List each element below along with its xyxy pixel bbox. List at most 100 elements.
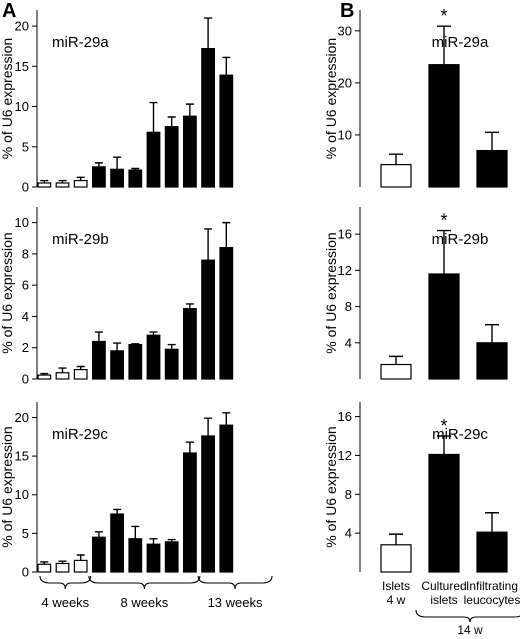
panel-a-mir-29a-error-bar: [76, 176, 85, 181]
panel-a-group-bracket: [39, 575, 92, 590]
panel-a-mir-29c-error-bar: [185, 441, 194, 453]
panel-a-mir-29b-y-tick-label: 4: [22, 309, 29, 324]
panel-a-mir-29a-error-bar: [94, 162, 103, 167]
panel-b-mir-29c-bar: [428, 453, 460, 573]
panel-b-mir-29c-error-bar: [389, 533, 403, 545]
panel-a-mir-29a-y-axis-label: % of U6 expression: [0, 38, 15, 159]
panel-b-mir-29b-error-bar: [437, 229, 451, 274]
panel-b-mir-29b-y-tick-label: 12: [338, 263, 352, 278]
panel-a-mir-29a-error-bar: [131, 167, 140, 171]
panel-b-mir-29c-significance-star: *: [440, 416, 447, 436]
panel-a-mir-29a-chart: 0 5 10 15 20% of U6 expression miR-29a: [0, 10, 234, 195]
panel-a-letter: A: [2, 0, 16, 22]
panel-a-mir-29a-y-tick-label: 20: [15, 19, 29, 34]
panel-b-mir-29c-error-bar: [485, 512, 499, 533]
panel-b-category-label: Cultured: [421, 579, 466, 593]
panel-b-bracket-label: 14 w: [457, 623, 483, 637]
panel-a-mir-29c-bar: [164, 541, 179, 573]
panel-b-mir-29b-significance-star: *: [440, 211, 447, 231]
panel-a-mir-29c-error-bar: [167, 538, 176, 542]
panel-a-group-label: 8 weeks: [121, 595, 169, 610]
panel-a-mir-29b-y-tick-label: 8: [22, 246, 29, 261]
panel-a-mir-29a-error-bar: [40, 179, 49, 183]
panel-b-mir-29a-bar: [428, 64, 460, 188]
panel-a-mir-29a-bar: [128, 169, 143, 188]
panel-a-mir-29a-error-bar: [113, 156, 122, 170]
panel-b-mir-29b-y-tick-label: 4: [345, 335, 352, 350]
panel-a-mir-29c-bar: [91, 536, 106, 573]
panel-a-mir-29a-y-tick-label: 10: [15, 99, 29, 114]
panel-a-mir-29b-error-bar: [58, 367, 67, 373]
panel-b-mir-29a-significance-star: *: [440, 6, 447, 26]
panel-a-mir-29a-bar: [201, 48, 216, 188]
panel-a-mir-29b-error-bar: [149, 331, 158, 336]
panel-a-mir-29c-y-tick-label: 20: [15, 410, 29, 425]
panel-a-group-label: 4 weeks: [41, 595, 89, 610]
panel-a-mir-29c-bar: [128, 538, 143, 573]
panel-a-group-labels: 4 weeks 8 weeks 13 weeks: [39, 575, 273, 610]
panel-a-mir-29a-y-tick-label: 5: [22, 139, 29, 154]
panel-a-mir-29c-error-bar: [58, 560, 67, 564]
panel-a-mir-29b-bar: [37, 374, 52, 380]
panel-a-group-label: 13 weeks: [208, 595, 263, 610]
panel-a-mir-29a-bar: [73, 179, 88, 188]
panel-b-category-label: Infiltrating: [466, 579, 518, 593]
panel-b-mir-29b-y-tick-label: 8: [345, 299, 352, 314]
panel-a-mir-29a-bar: [146, 131, 161, 188]
panel-a-mir-29b-y-tick-label: 10: [15, 215, 29, 230]
panel-a-mir-29c-error-bar: [40, 561, 49, 565]
panel-a-mir-29c-bar: [201, 435, 216, 573]
panel-a-mir-29c-title: miR-29c: [52, 426, 108, 443]
panel-a-mir-29a-error-bar: [149, 101, 158, 133]
panel-a-mir-29a-title: miR-29a: [52, 34, 109, 51]
panel-a-mir-29c-bar: [37, 563, 52, 573]
panel-b-mir-29a-title: miR-29a: [432, 34, 489, 51]
panel-b-mir-29a-y-tick-label: 20: [338, 75, 352, 90]
panel-b-mir-29a-y-axis-label: % of U6 expression: [323, 38, 339, 159]
panel-a-mir-29c-bar: [73, 559, 88, 573]
panel-a-mir-29a-bar: [55, 182, 70, 188]
panel-a-mir-29a-bar: [37, 182, 52, 188]
panel-a-mir-29b-error-bar: [185, 303, 194, 309]
panel-b-mir-29a-error-bar: [485, 131, 499, 151]
panel-b-mir-29c-error-bar: [437, 435, 451, 455]
panel-b-mir-29a-y-tick-label: 30: [338, 23, 352, 38]
panel-a-mir-29b-error-bar: [94, 331, 103, 342]
panel-b-mir-29b-chart: 4 8 12 16% of U6 expression miR-29b*: [323, 207, 508, 380]
panel-a-mir-29b-error-bar: [113, 342, 122, 351]
panel-a-mir-29a-error-bar: [58, 179, 67, 183]
panel-a-mir-29a-error-bar: [222, 56, 231, 76]
panel-b-mir-29c-y-tick-label: 12: [338, 448, 352, 463]
panel-b-mir-29b-bar: [428, 273, 460, 380]
panel-a-mir-29b-error-bar: [167, 343, 176, 350]
panel-a-mir-29c-error-bar: [131, 525, 140, 539]
panel-a-mir-29b-bar: [219, 247, 234, 380]
panel-a-mir-29b-error-bar: [40, 372, 49, 376]
panel-a-mir-29a-bar: [219, 74, 234, 188]
panel-b-14w-bracket: [415, 609, 520, 623]
panel-a-mir-29c-y-tick-label: 0: [22, 565, 29, 580]
panel-a-mir-29b-bar: [146, 334, 161, 380]
panel-b-category-label: leucocytes: [464, 593, 520, 607]
panel-a-mir-29b-bar: [73, 369, 88, 380]
panel-a-mir-29b-bar: [91, 340, 106, 380]
panel-a-mir-29b-title: miR-29b: [52, 231, 109, 248]
panel-a-mir-29a-error-bar: [204, 17, 213, 49]
panel-b-mir-29b-y-tick-label: 16: [338, 227, 352, 242]
panel-a-mir-29b-bar: [183, 308, 197, 380]
panel-a-mir-29b-bar: [110, 350, 125, 380]
panel-b-mir-29c-y-tick-label: 4: [345, 526, 352, 541]
panel-a-mir-29b-error-bar: [76, 365, 85, 370]
panel-a-mir-29c-error-bar: [113, 508, 122, 515]
panel-b-mir-29c-bar: [380, 544, 412, 573]
panel-b-mir-29c-chart: 4 8 12 16 % of U6 expression miR-29c*: [323, 402, 508, 573]
panel-a-mir-29b-bar: [201, 259, 216, 380]
panel-b-category-label: Islets: [382, 579, 410, 593]
panel-a-mir-29a-bar: [183, 115, 197, 188]
panel-a-mir-29c-bar: [55, 562, 70, 573]
panel-a-mir-29c-chart: 0 5 10 15 20% of U6 expression miR-29c: [0, 402, 234, 580]
panel-b-mir-29b-title: miR-29b: [432, 231, 489, 248]
